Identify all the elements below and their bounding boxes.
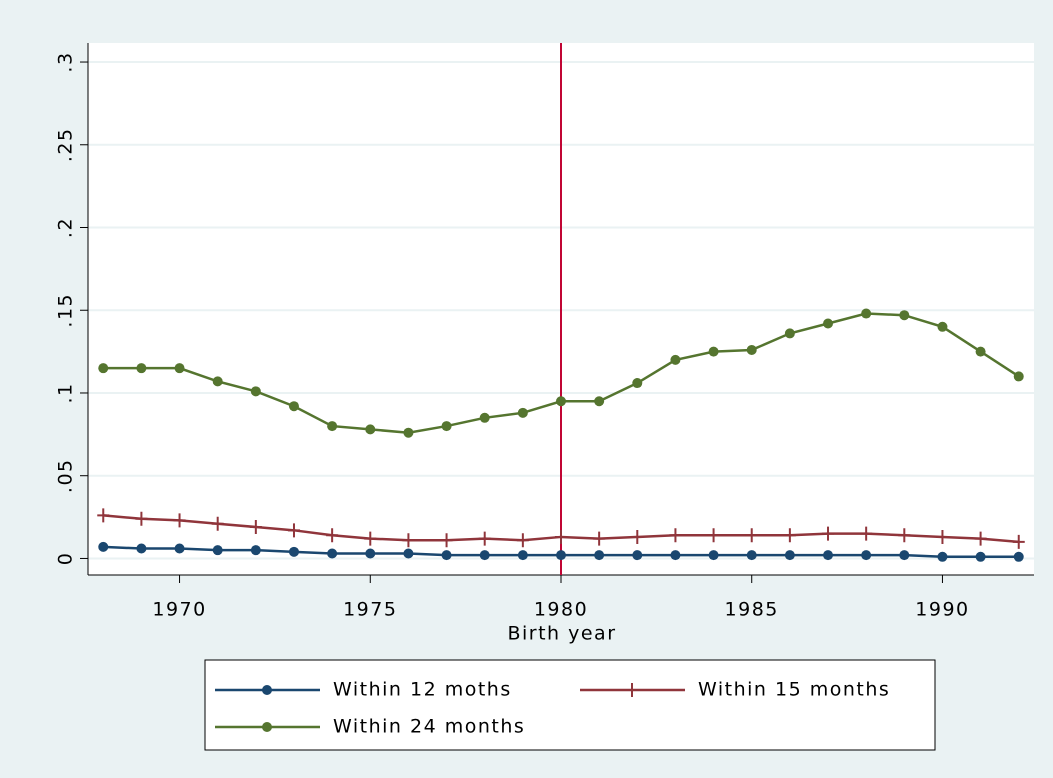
y-tick-label: .25	[55, 127, 77, 162]
marker	[746, 344, 757, 355]
marker	[746, 550, 757, 561]
marker	[936, 529, 949, 544]
marker	[403, 548, 414, 559]
marker	[861, 550, 872, 561]
legend-box	[204, 659, 936, 751]
y-tick-label: .15	[55, 293, 77, 328]
x-tick-label: 1985	[725, 599, 779, 621]
legend-marker	[262, 685, 272, 695]
legend-marker	[262, 722, 272, 732]
marker	[669, 528, 682, 543]
marker	[288, 401, 299, 412]
marker	[249, 520, 262, 535]
marker	[1013, 371, 1024, 382]
x-tick-label: 1980	[534, 599, 588, 621]
marker	[212, 545, 223, 556]
marker	[441, 421, 452, 432]
marker	[97, 508, 110, 523]
x-tick-label: 1975	[343, 599, 397, 621]
marker	[1012, 534, 1025, 549]
marker	[212, 376, 223, 387]
marker	[937, 551, 948, 562]
marker	[250, 545, 261, 556]
legend-label: Within 12 moths	[333, 679, 512, 701]
marker	[1013, 551, 1024, 562]
legend-label: Within 15 months	[698, 679, 890, 701]
marker	[632, 378, 643, 389]
y-tick-label: 0	[55, 552, 77, 566]
marker	[479, 550, 490, 561]
marker	[823, 550, 834, 561]
marker	[707, 528, 720, 543]
marker	[631, 529, 644, 544]
marker	[287, 523, 300, 538]
y-tick-label: .1	[55, 382, 77, 403]
marker	[784, 328, 795, 339]
marker	[556, 550, 566, 561]
y-tick-label: .2	[55, 217, 77, 238]
marker	[516, 533, 529, 548]
marker	[136, 543, 147, 554]
marker	[326, 528, 339, 543]
marker	[479, 412, 490, 423]
marker	[783, 528, 796, 543]
x-axis-title: Birth year	[507, 623, 616, 645]
marker	[211, 516, 224, 531]
marker	[861, 308, 872, 319]
marker	[670, 354, 681, 365]
legend-marker	[626, 683, 638, 697]
marker	[899, 550, 910, 561]
marker	[745, 528, 758, 543]
marker	[441, 550, 452, 561]
marker	[555, 529, 567, 544]
marker	[708, 346, 719, 357]
marker	[250, 386, 261, 397]
marker	[136, 363, 147, 374]
marker	[98, 363, 109, 374]
marker	[135, 511, 148, 526]
marker	[670, 550, 681, 561]
marker	[327, 421, 338, 432]
marker	[975, 551, 986, 562]
marker	[517, 550, 528, 561]
marker	[556, 396, 566, 407]
marker	[517, 407, 528, 418]
marker	[593, 531, 606, 546]
marker	[708, 550, 719, 561]
marker	[365, 548, 376, 559]
marker	[784, 550, 795, 561]
marker	[440, 533, 453, 548]
marker	[860, 526, 873, 541]
marker	[327, 548, 338, 559]
marker	[594, 396, 605, 407]
marker	[364, 531, 377, 546]
marker	[98, 541, 109, 552]
x-tick-label: 1990	[915, 599, 969, 621]
marker	[174, 543, 185, 554]
marker	[288, 546, 299, 557]
y-tick-label: .05	[55, 458, 77, 493]
marker	[478, 531, 491, 546]
marker	[937, 321, 948, 332]
marker	[173, 513, 186, 528]
marker	[823, 318, 834, 329]
y-tick-label: .3	[55, 51, 77, 72]
marker	[402, 533, 415, 548]
marker	[403, 427, 414, 438]
legend-label: Within 24 months	[333, 716, 525, 738]
marker	[974, 531, 987, 546]
x-tick-label: 1970	[152, 599, 206, 621]
marker	[898, 528, 911, 543]
marker	[822, 526, 835, 541]
marker	[594, 550, 605, 561]
marker	[365, 424, 376, 435]
marker	[899, 310, 910, 321]
marker	[975, 346, 986, 357]
marker	[632, 550, 643, 561]
marker	[174, 363, 185, 374]
